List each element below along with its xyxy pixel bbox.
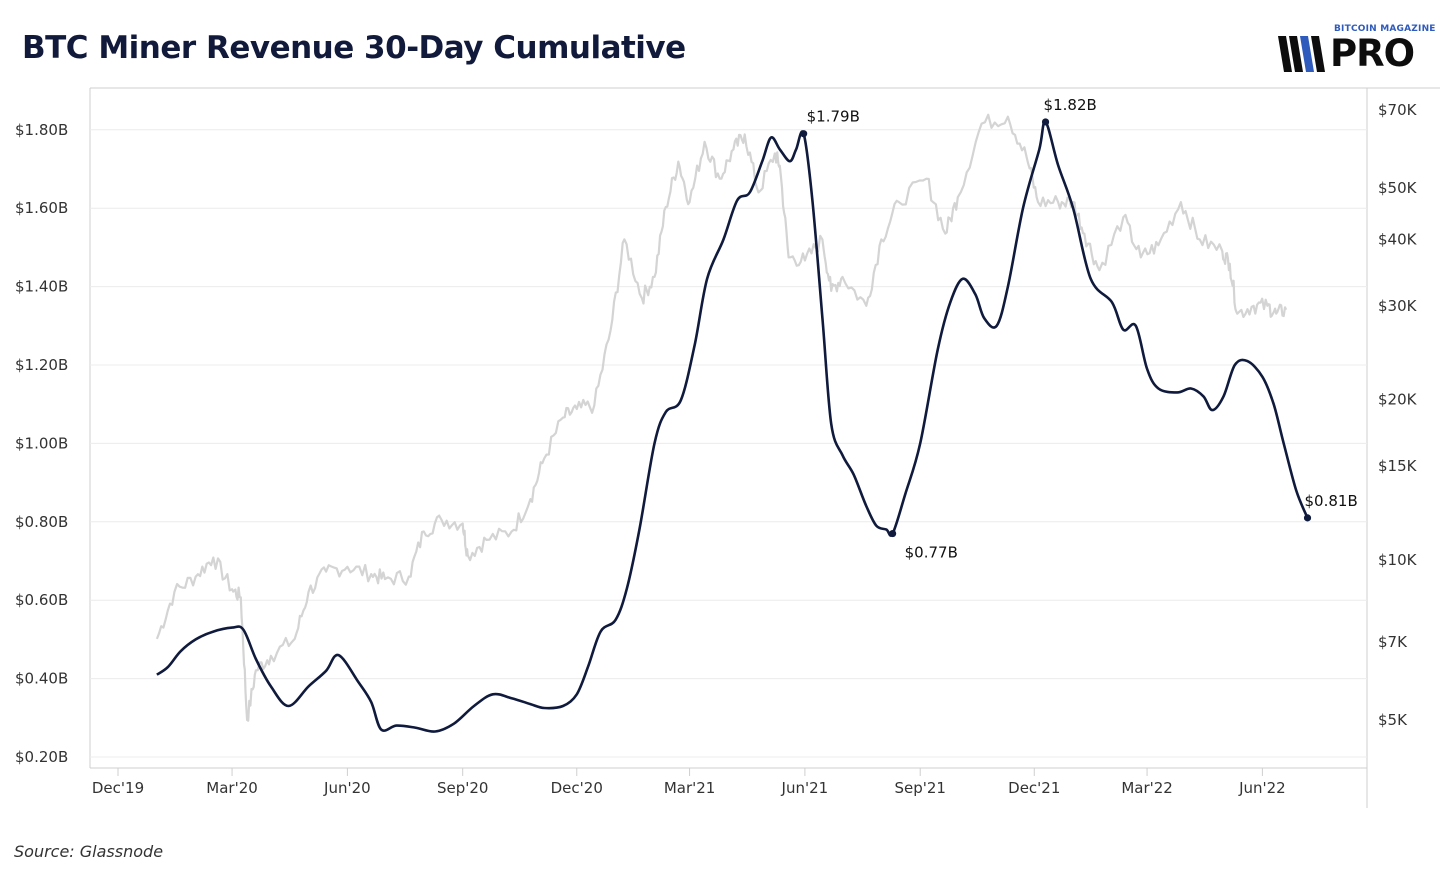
y-right-tick-label: $10K	[1378, 551, 1418, 569]
y-left-tick-label: $1.80B	[15, 121, 68, 139]
y-right-tick-label: $30K	[1378, 297, 1418, 315]
data-point-marker	[889, 529, 897, 538]
data-point-marker	[1303, 514, 1312, 522]
y-left-tick-label: $1.40B	[15, 278, 68, 296]
x-tick-label: Mar'20	[206, 779, 258, 797]
x-tick-label: Jun'22	[1238, 779, 1286, 797]
bitcoin-magazine-pro-logo: BITCOIN MAGAZINE PRO	[1278, 22, 1438, 75]
x-tick-label: Sep'20	[437, 779, 488, 797]
y-left-tick-label: $1.20B	[15, 356, 68, 374]
y-right-tick-label: $50K	[1378, 179, 1418, 197]
x-tick-label: Dec'19	[92, 779, 144, 797]
y-right-tick-label: $5K	[1378, 711, 1408, 729]
y-left-tick-label: $0.80B	[15, 513, 68, 531]
x-tick-label: Jun'21	[781, 779, 829, 797]
data-point-marker	[800, 130, 808, 138]
logo-top-text: BITCOIN MAGAZINE	[1334, 24, 1436, 34]
logo-bars-icon	[1278, 36, 1325, 72]
y-left-tick-label: $0.40B	[15, 670, 68, 688]
data-point-marker	[1041, 118, 1050, 126]
data-label: $0.77B	[905, 544, 958, 562]
x-tick-label: Dec'21	[1008, 779, 1060, 797]
y-left-tick-label: $0.60B	[15, 591, 68, 609]
y-left-tick-label: $0.20B	[15, 748, 68, 766]
x-tick-label: Mar'22	[1121, 779, 1173, 797]
y-right-tick-label: $20K	[1378, 391, 1418, 409]
y-right-tick-label: $15K	[1378, 457, 1418, 475]
y-right-tick-label: $7K	[1378, 633, 1408, 651]
y-left-tick-label: $1.00B	[15, 434, 68, 452]
data-label: $1.82B	[1044, 96, 1097, 114]
grid-layer	[89, 87, 1440, 808]
price-series	[155, 113, 1288, 722]
chart-title: BTC Miner Revenue 30-Day Cumulative	[22, 30, 686, 66]
x-tick-label: Jun'20	[323, 779, 371, 797]
x-tick-label: Mar'21	[664, 779, 716, 797]
logo-main-text: PRO	[1330, 32, 1415, 75]
miner-revenue-line	[156, 120, 1309, 733]
data-label: $0.81B	[1305, 492, 1358, 510]
source-note: Source: Glassnode	[14, 842, 164, 861]
tick-labels: $0.20B $0.40B $0.60B $0.80B $1.00B $1.20B $1.4…	[15, 101, 1418, 797]
y-right-tick-label: $70K	[1378, 101, 1418, 119]
y-right-tick-label: $40K	[1378, 230, 1418, 248]
data-label: $1.79B	[807, 108, 860, 126]
revenue-series	[156, 120, 1309, 733]
x-tick-label: Dec'20	[551, 779, 603, 797]
btc-price-line	[155, 113, 1288, 722]
y-left-tick-label: $1.60B	[15, 199, 68, 217]
data-labels: $1.79B $0.77B $1.82B $0.81B	[800, 96, 1358, 562]
x-tick-label: Sep'21	[894, 779, 945, 797]
